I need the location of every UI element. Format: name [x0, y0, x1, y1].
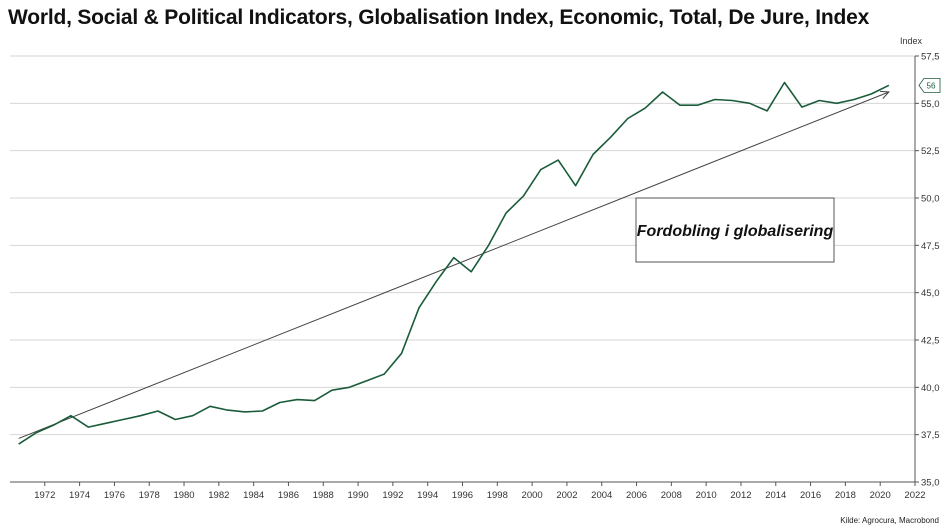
- trend-arrowhead: [879, 90, 890, 99]
- y-tick-label: 35,0: [921, 478, 940, 489]
- x-tick-label: 1986: [278, 490, 299, 501]
- y-axis-label: Index: [900, 36, 923, 46]
- y-tick-label: 47,5: [921, 241, 940, 252]
- axes: [10, 56, 916, 483]
- y-tick-label: 50,0: [921, 194, 940, 205]
- last-value-label: 56: [927, 81, 936, 90]
- y-tick-label: 55,0: [921, 99, 940, 110]
- x-tick-label: 2014: [765, 490, 786, 501]
- x-tick-label: 1998: [487, 490, 508, 501]
- x-tick-label: 1992: [382, 490, 403, 501]
- x-tick-label: 1988: [313, 490, 334, 501]
- x-tick-label: 2000: [522, 490, 543, 501]
- series-line: [18, 81, 890, 445]
- x-tick-label: 1984: [243, 490, 264, 501]
- x-tick-label: 1974: [69, 490, 90, 501]
- annotation-text: Fordobling i globalisering: [637, 223, 834, 240]
- annotation-box: [635, 197, 835, 263]
- y-tick-label: 42,5: [921, 336, 940, 347]
- last-value-box: [918, 77, 941, 93]
- trend-arrow: [18, 91, 890, 439]
- x-tick-label: 1990: [348, 490, 369, 501]
- chart-title: World, Social & Political Indicators, Gl…: [8, 6, 870, 29]
- x-tick-label: 2010: [696, 490, 717, 501]
- x-tick-label: 2022: [904, 490, 925, 501]
- x-tick-label: 2018: [835, 490, 856, 501]
- y-tick-labels: 35,0 37,5 40,0 42,5 45,0 47,5 50,0 52,5 55,0 57,5: [921, 52, 940, 489]
- x-tick-label: 1996: [452, 490, 473, 501]
- x-tick-label: 1976: [104, 490, 125, 501]
- x-tick-labels: 1972 1974 1976 1978 1980 1982 1984 1986 1988 1990…: [34, 482, 926, 501]
- y-tick-label: 45,0: [921, 288, 940, 299]
- x-tick-label: 1982: [208, 490, 229, 501]
- x-tick-label: 1978: [139, 490, 160, 501]
- x-tick-label: 2012: [730, 490, 751, 501]
- y-tick-label: 37,5: [921, 430, 940, 441]
- x-tick-label: 1980: [173, 490, 194, 501]
- x-tick-label: 1994: [417, 490, 438, 501]
- x-tick-label: 2002: [556, 490, 577, 501]
- y-tick-label: 52,5: [921, 146, 940, 157]
- x-tick-label: 2008: [661, 490, 682, 501]
- x-tick-label: 2020: [870, 490, 891, 501]
- source-note: Kilde: Agrocura, Macrobond: [840, 516, 939, 525]
- gridlines: [10, 55, 919, 483]
- y-tick-label: 57,5: [921, 52, 940, 63]
- x-tick-label: 1972: [34, 490, 55, 501]
- x-tick-label: 2006: [626, 490, 647, 501]
- x-tick-label: 2016: [800, 490, 821, 501]
- x-tick-label: 2004: [591, 490, 612, 501]
- last-value-marker: 56: [918, 77, 941, 93]
- y-tick-label: 40,0: [921, 383, 940, 394]
